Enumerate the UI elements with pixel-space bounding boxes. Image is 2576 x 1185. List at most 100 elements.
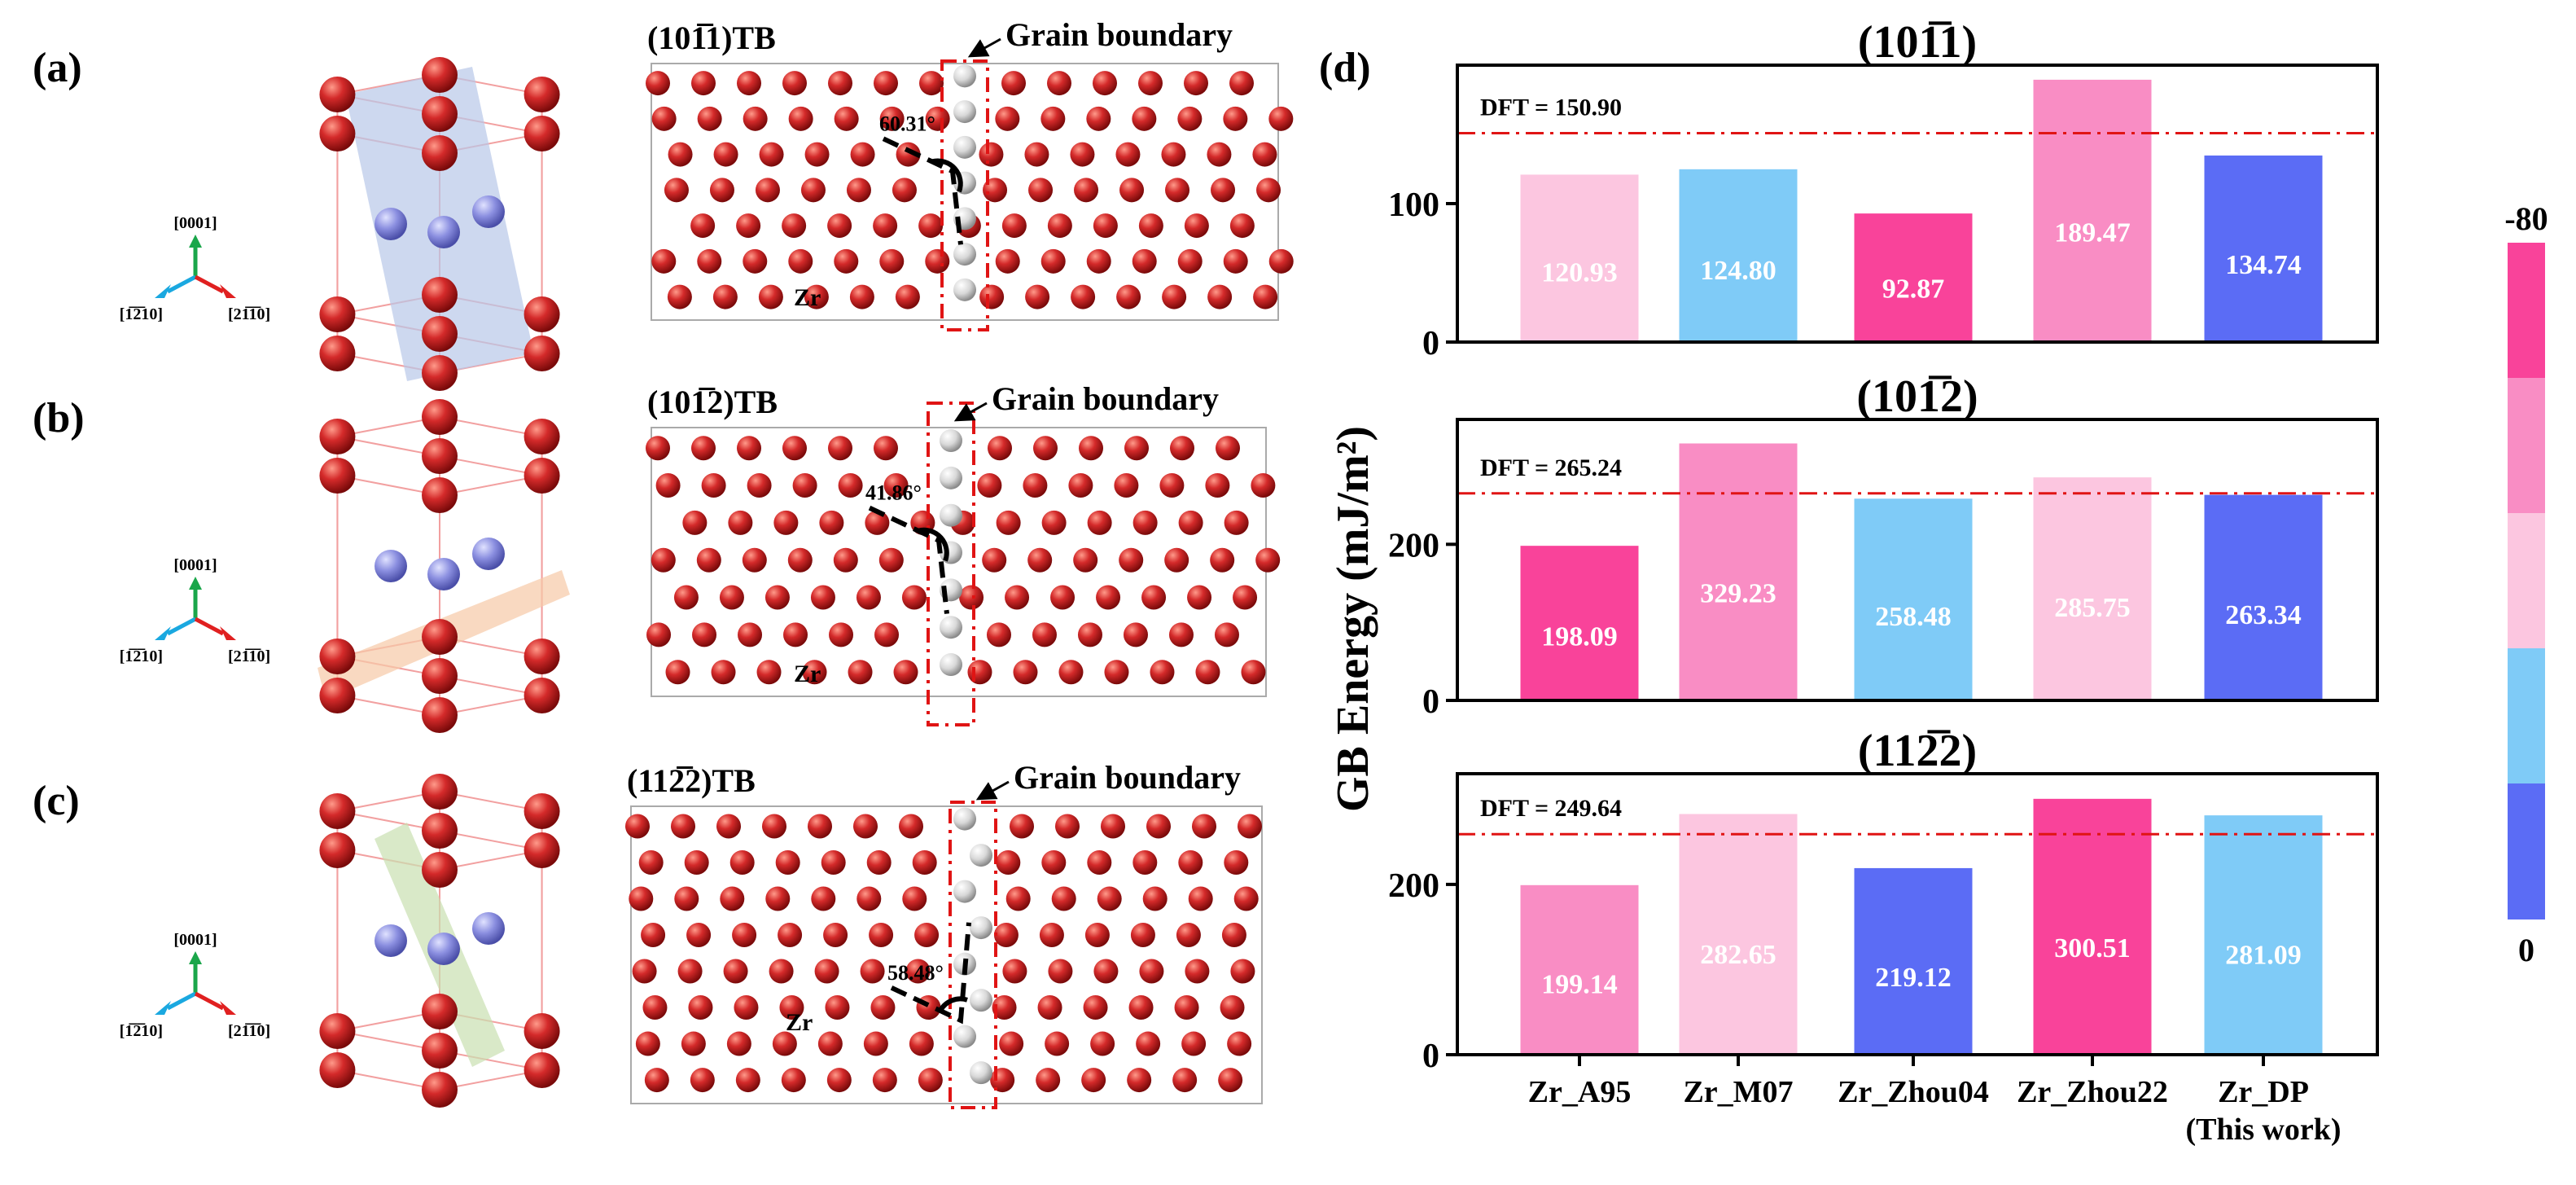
red-atom [524,296,560,332]
bar [1679,814,1798,1055]
bar-value-label: 300.51 [2054,933,2131,963]
bar-chart-2: (101̅2) 198.09 329.23 258.48 285.75 263.34 DFT… [1388,371,2379,721]
red-atom [422,355,458,391]
colorbar-segment [2508,513,2545,649]
red-atom [1070,142,1095,167]
red-atom [912,849,937,875]
x-tick-label: Zr_M07 [1683,1075,1793,1109]
red-atom [773,510,799,535]
white-atom [970,1061,992,1085]
red-atom [422,1072,458,1108]
red-atom [319,1052,356,1088]
y-tick-label: 0 [1422,1038,1439,1075]
red-atom [1170,436,1194,461]
red-atom [524,336,560,371]
red-atom [422,852,458,888]
red-atom [692,622,717,647]
red-atom [1010,814,1034,839]
red-atom [711,660,736,685]
red-atom [829,622,854,647]
bar-value-label: 124.80 [1700,256,1776,286]
axis-arrowhead [220,626,236,640]
blue-atom [427,216,460,248]
white-atom [970,989,992,1012]
bar-value-label: 263.34 [2225,600,2302,630]
colorbar-bottom-label: 0 [2518,932,2534,968]
red-atom [765,886,791,911]
red-atom [1132,849,1158,875]
red-atom [1051,886,1076,911]
red-atom [1068,473,1093,498]
chart-title: (101̅1) [1858,17,1977,68]
red-atom [1047,71,1071,96]
bar-value-label: 285.75 [2054,593,2131,623]
red-atom [641,923,666,948]
red-atom [319,336,356,371]
red-atom [808,814,832,839]
red-atom [1223,248,1248,274]
colorbar-top-label: -80 [2504,200,2548,237]
axis-arrow-left [166,274,197,294]
twin-title: (101̅2)TB [647,384,778,420]
y-axis-label: GB Energy (mJ/m²) [1328,426,1378,812]
red-atom [860,959,885,984]
bar [2033,798,2152,1055]
red-atom [319,639,356,674]
red-atom [1119,547,1144,573]
red-atom [736,213,761,239]
red-atom [1223,106,1248,131]
red-atom [1101,814,1125,839]
red-atom [995,106,1020,131]
dft-label: DFT = 249.64 [1480,795,1622,822]
red-atom [1041,510,1067,535]
red-atom [988,436,1012,461]
red-atom [742,547,767,573]
red-atom [1253,284,1278,309]
red-atom [772,1031,797,1056]
red-atom [422,96,458,132]
red-atom [1221,923,1246,948]
red-atom [1055,814,1080,839]
red-atom [999,1031,1024,1056]
red-atom [1238,814,1262,839]
dft-label: DFT = 265.24 [1480,454,1622,481]
x-tick-label: Zr_Zhou22 [2017,1075,2168,1109]
bar-chart-1: (101̅1) 120.93 124.80 92.87 189.47 134.74 DFT … [1388,17,2379,362]
red-atom [1229,213,1255,239]
axis-label-up: [0001] [173,931,217,949]
white-atom [940,616,962,639]
red-atom [1141,585,1167,610]
red-atom [755,178,780,203]
red-atom [1071,284,1096,309]
blue-atom [472,538,505,570]
red-atom [422,135,458,171]
red-atom [422,477,458,513]
red-atom [665,660,690,685]
red-atom [762,814,786,839]
red-atom [979,142,1004,167]
red-atom [1104,660,1129,685]
red-atom [716,814,741,839]
bar [1854,213,1973,342]
red-atom [690,213,716,239]
axis-triad-group: [0001] [1̅2̅10] [21̅1̅0] [0001] [1̅2̅10] [21̅… [120,214,271,1040]
red-atom [1074,178,1099,203]
red-atom [1048,959,1073,984]
red-atom [1188,886,1213,911]
red-atom [684,849,709,875]
bar-value-label: 219.12 [1875,963,1952,993]
axis-triad: [0001] [1̅2̅10] [21̅1̅0] [120,931,271,1040]
red-atom [996,510,1021,535]
y-tick-label: 0 [1422,683,1439,721]
axis-arrowhead [155,284,171,298]
red-atom [1027,547,1053,573]
red-atom [905,959,931,984]
red-atom [1161,142,1186,167]
red-atom [734,995,759,1020]
axis-arrowhead [220,1001,236,1015]
red-atom [814,959,839,984]
panel-label-d: (d) [1319,45,1371,91]
red-atom [846,178,871,203]
red-atom [1086,248,1111,274]
red-atom [895,284,920,309]
